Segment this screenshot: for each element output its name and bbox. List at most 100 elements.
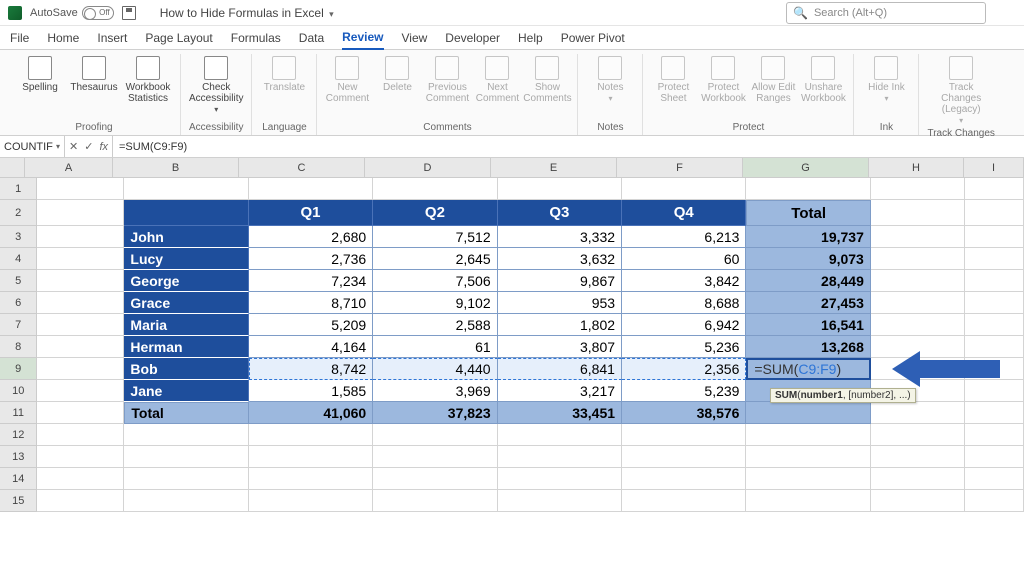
row-header-9[interactable]: 9 [0,358,37,380]
cell-D3[interactable]: 7,512 [373,226,497,248]
cell-A15[interactable] [37,490,124,512]
fx-icon[interactable]: fx [99,141,108,153]
cell-E14[interactable] [498,468,622,490]
cell-C4[interactable]: 2,736 [249,248,373,270]
tab-page-layout[interactable]: Page Layout [145,31,212,49]
cell-I8[interactable] [965,336,1024,358]
column-header-I[interactable]: I [964,158,1024,178]
cell-B3[interactable]: John [124,226,248,248]
document-title[interactable]: How to Hide Formulas in Excel ▾ [160,6,334,20]
thesaurus-button[interactable]: Thesaurus [70,54,118,93]
cell-D12[interactable] [373,424,497,446]
cell-I5[interactable] [965,270,1024,292]
cell-D1[interactable] [373,178,497,200]
cell-E15[interactable] [498,490,622,512]
row-header-14[interactable]: 14 [0,468,37,490]
cell-H12[interactable] [871,424,965,446]
cell-H2[interactable] [871,200,965,226]
cell-C13[interactable] [249,446,373,468]
cell-I3[interactable] [965,226,1024,248]
cell-A11[interactable] [37,402,124,424]
cell-I15[interactable] [965,490,1024,512]
cell-F1[interactable] [622,178,746,200]
cell-H11[interactable] [871,402,965,424]
cell-C14[interactable] [249,468,373,490]
cell-H15[interactable] [871,490,965,512]
autosave-toggle[interactable]: AutoSave Off [30,6,114,20]
column-header-E[interactable]: E [491,158,617,178]
cell-D9[interactable]: 4,440 [373,358,497,380]
cell-I2[interactable] [965,200,1024,226]
tab-file[interactable]: File [10,31,29,49]
cell-A2[interactable] [37,200,124,226]
cell-B8[interactable]: Herman [124,336,248,358]
cancel-icon[interactable]: ✕ [69,140,78,153]
cell-B4[interactable]: Lucy [124,248,248,270]
cell-H3[interactable] [871,226,965,248]
tab-view[interactable]: View [402,31,428,49]
select-all-corner[interactable] [0,158,25,178]
cell-G1[interactable] [746,178,870,200]
cell-B1[interactable] [124,178,248,200]
cell-A3[interactable] [37,226,124,248]
cell-B11[interactable]: Total [124,402,248,424]
cell-A9[interactable] [37,358,124,380]
cell-I1[interactable] [965,178,1024,200]
cell-B13[interactable] [124,446,248,468]
cell-I13[interactable] [965,446,1024,468]
tab-home[interactable]: Home [47,31,79,49]
cell-B2[interactable] [124,200,248,226]
spreadsheet-grid[interactable]: ABCDEFGHI 12Q1Q2Q3Q4Total3John2,6807,512… [0,158,1024,576]
row-header-3[interactable]: 3 [0,226,37,248]
cell-F9[interactable]: 2,356 [622,358,746,380]
tab-data[interactable]: Data [299,31,324,49]
cell-A10[interactable] [37,380,124,402]
cell-D4[interactable]: 2,645 [373,248,497,270]
cell-F13[interactable] [622,446,746,468]
cell-G8[interactable]: 13,268 [746,336,870,358]
row-header-6[interactable]: 6 [0,292,37,314]
cell-H13[interactable] [871,446,965,468]
cell-I4[interactable] [965,248,1024,270]
cell-D10[interactable]: 3,969 [373,380,497,402]
column-header-D[interactable]: D [365,158,491,178]
cell-A6[interactable] [37,292,124,314]
tab-formulas[interactable]: Formulas [231,31,281,49]
cell-E6[interactable]: 953 [498,292,622,314]
cell-C12[interactable] [249,424,373,446]
cell-F10[interactable]: 5,239 [622,380,746,402]
name-box[interactable]: COUNTIF ▾ [0,136,65,157]
row-header-12[interactable]: 12 [0,424,37,446]
cell-F5[interactable]: 3,842 [622,270,746,292]
column-header-H[interactable]: H [869,158,964,178]
cell-A7[interactable] [37,314,124,336]
cell-B6[interactable]: Grace [124,292,248,314]
cell-B5[interactable]: George [124,270,248,292]
tab-insert[interactable]: Insert [97,31,127,49]
cell-H7[interactable] [871,314,965,336]
cell-G7[interactable]: 16,541 [746,314,870,336]
cell-C10[interactable]: 1,585 [249,380,373,402]
cell-B12[interactable] [124,424,248,446]
cell-E7[interactable]: 1,802 [498,314,622,336]
column-header-B[interactable]: B [113,158,239,178]
cell-G15[interactable] [746,490,870,512]
cell-D11[interactable]: 37,823 [373,402,497,424]
cell-E9[interactable]: 6,841 [498,358,622,380]
tab-review[interactable]: Review [342,30,383,50]
cell-A13[interactable] [37,446,124,468]
cell-G12[interactable] [746,424,870,446]
cell-G2[interactable]: Total [746,200,870,226]
cell-D13[interactable] [373,446,497,468]
cell-F14[interactable] [622,468,746,490]
cell-A14[interactable] [37,468,124,490]
row-header-1[interactable]: 1 [0,178,37,200]
cell-C1[interactable] [249,178,373,200]
row-header-8[interactable]: 8 [0,336,37,358]
cell-H1[interactable] [871,178,965,200]
row-header-13[interactable]: 13 [0,446,37,468]
cell-G4[interactable]: 9,073 [746,248,870,270]
cell-H6[interactable] [871,292,965,314]
cell-E8[interactable]: 3,807 [498,336,622,358]
row-header-10[interactable]: 10 [0,380,37,402]
